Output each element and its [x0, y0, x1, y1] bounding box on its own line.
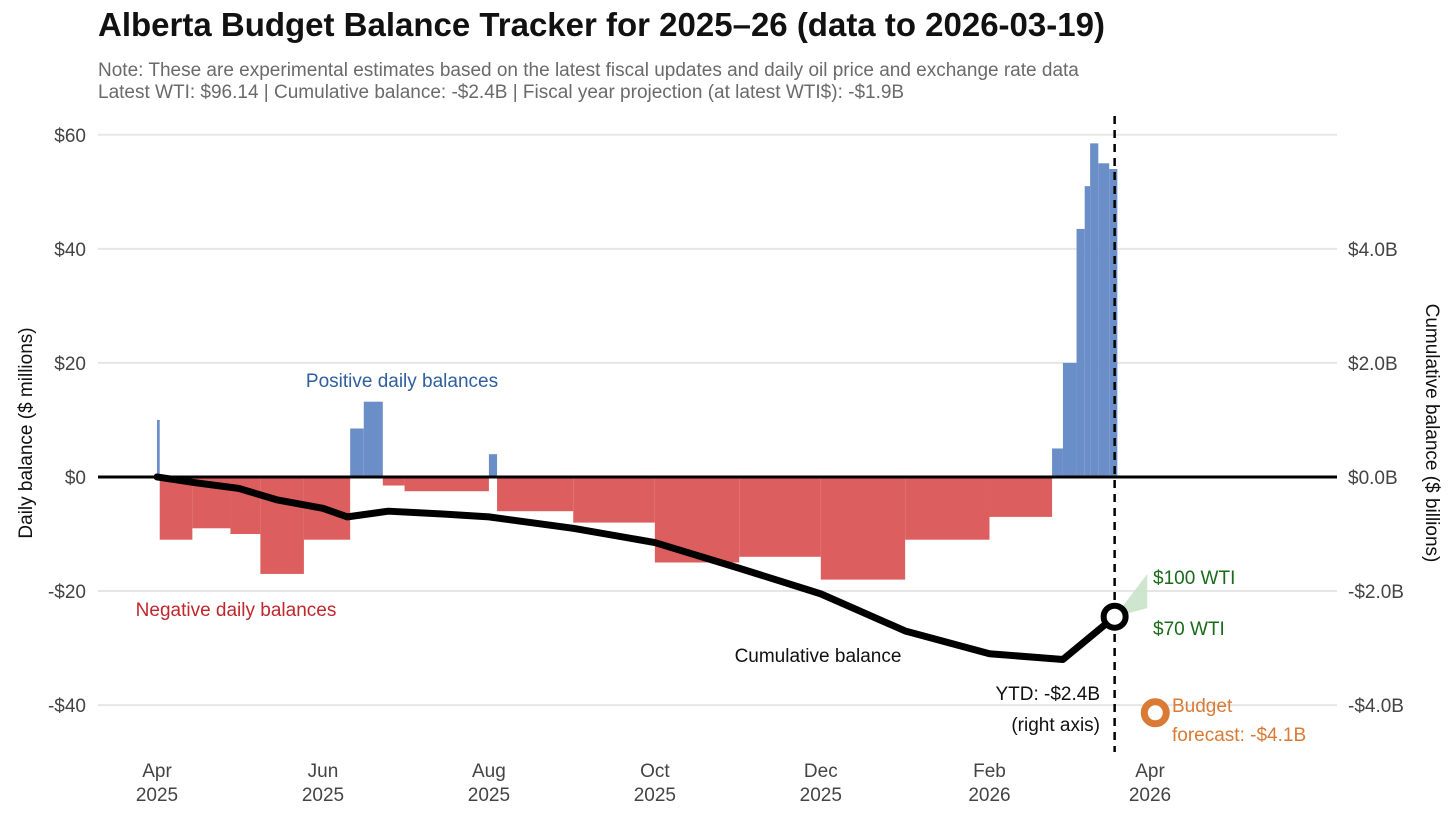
x-tick-year: 2025 [302, 785, 344, 806]
x-tick-year: 2025 [468, 785, 510, 806]
positive-bar [157, 419, 160, 477]
left-axis-ticks: $60 $40 $20 $0 -$20 -$40 [48, 126, 86, 717]
left-tick-label: -$20 [48, 582, 86, 603]
subtitle-stats: Latest WTI: $96.14 | Cumulative balance:… [98, 82, 905, 103]
right-tick-label: $0.0B [1348, 468, 1398, 489]
x-tick-year: 2025 [634, 785, 676, 806]
negative-bar [905, 476, 990, 540]
positive-bar [1084, 186, 1091, 477]
negative-bar [382, 476, 405, 486]
positive-bar [1090, 143, 1099, 477]
negative-bar [989, 476, 1053, 517]
right-tick-label: -$4.0B [1348, 696, 1404, 717]
positive-bar [1109, 169, 1118, 477]
left-tick-label: $40 [54, 240, 86, 261]
positive-bar [488, 454, 498, 477]
positive-bar [1098, 163, 1110, 477]
x-tick-year: 2025 [800, 785, 842, 806]
budget-forecast-marker [1140, 698, 1170, 728]
positive-bar [1052, 448, 1063, 477]
budget-forecast-value: forecast: -$4.1B [1172, 725, 1306, 746]
x-tick-month: Aug [472, 761, 506, 782]
ytd-axis-note: (right axis) [1011, 715, 1100, 736]
ytd-point-marker [1100, 602, 1129, 631]
x-tick-year: 2026 [1129, 785, 1171, 806]
right-axis-label: Cumulative balance ($ billions) [1421, 304, 1442, 563]
chart-title: Alberta Budget Balance Tracker for 2025–… [98, 6, 1105, 43]
wti-high-label: $100 WTI [1153, 568, 1235, 589]
cumulative-balance-line [153, 473, 1119, 663]
negative-bar [159, 476, 193, 540]
left-tick-label: $20 [54, 354, 86, 375]
x-tick-month: Dec [804, 761, 838, 782]
gridlines [98, 133, 1337, 707]
subtitle-note: Note: These are experimental estimates b… [98, 60, 1079, 81]
left-axis-label: Daily balance ($ millions) [16, 327, 37, 538]
daily-balance-bars [157, 143, 1118, 580]
positive-balances-label: Positive daily balances [306, 371, 498, 392]
left-tick-label: $60 [54, 126, 86, 147]
right-tick-label: $2.0B [1348, 354, 1398, 375]
x-tick-month: Oct [640, 761, 670, 782]
x-tick-month: Apr [142, 761, 172, 782]
left-tick-label: $0 [65, 468, 86, 489]
positive-bar [363, 401, 383, 477]
x-tick-year: 2025 [136, 785, 178, 806]
x-tick-month: Jun [308, 761, 339, 782]
x-tick-month: Feb [973, 761, 1006, 782]
wti-low-label: $70 WTI [1153, 619, 1225, 640]
positive-bar [350, 428, 364, 477]
negative-bar [260, 476, 304, 574]
left-tick-label: -$40 [48, 696, 86, 717]
negative-bar [573, 476, 655, 523]
ytd-label: YTD: -$2.4B [995, 684, 1100, 705]
x-tick-year: 2026 [968, 785, 1010, 806]
cumulative-balance-label: Cumulative balance [735, 646, 902, 667]
x-tick-month: Apr [1135, 761, 1165, 782]
positive-bar [1062, 362, 1077, 477]
positive-bar [1076, 228, 1085, 477]
negative-bar [739, 476, 821, 557]
x-axis-ticks: Apr 2025 Jun 2025 Aug 2025 Oct 2025 Dec 2025 Feb 20… [136, 761, 1171, 806]
right-tick-label: -$2.0B [1348, 582, 1404, 603]
budget-forecast-label: Budget [1172, 696, 1233, 717]
negative-bar [820, 476, 906, 580]
right-axis-ticks: $4.0B $2.0B $0.0B -$2.0B -$4.0B [1348, 240, 1404, 717]
negative-bar [404, 476, 489, 492]
negative-balances-label: Negative daily balances [136, 600, 337, 621]
right-tick-label: $4.0B [1348, 240, 1398, 261]
negative-bar [497, 476, 574, 512]
